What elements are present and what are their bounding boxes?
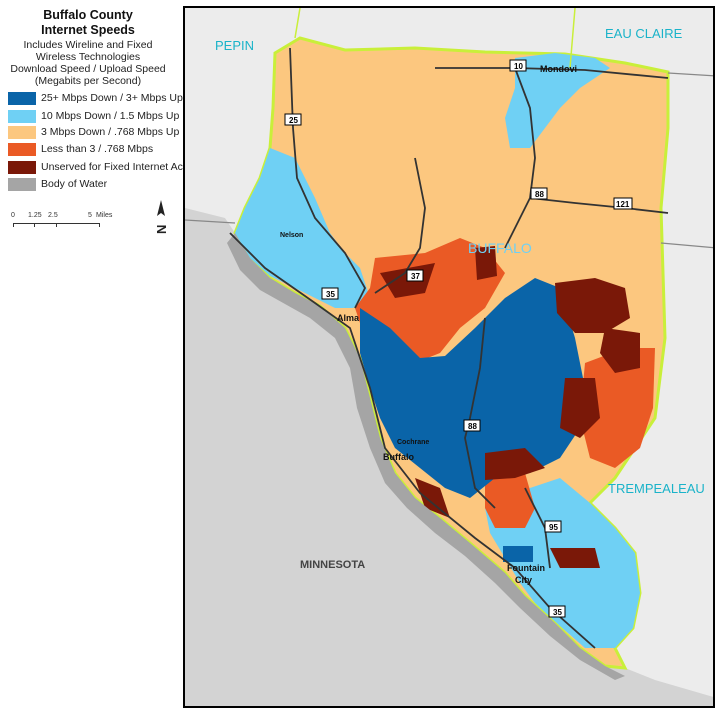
area-25plus <box>360 278 585 498</box>
county-line-pepin <box>294 8 301 39</box>
road-88-north <box>504 67 536 249</box>
area-unserved-east <box>555 278 630 333</box>
route-shield-121: 121 <box>613 197 633 210</box>
place-fountain: Fountain <box>507 563 545 573</box>
place-city: City <box>515 575 532 585</box>
scale-tick <box>34 223 35 227</box>
label-eau-claire: EAU CLAIRE <box>605 26 683 41</box>
place-cochrane: Cochrane <box>397 439 429 446</box>
scale-unit: Miles <box>96 212 113 219</box>
place-nelson: Nelson <box>280 232 303 239</box>
svg-text:35: 35 <box>326 290 335 299</box>
county-line-eau-claire <box>569 8 576 69</box>
area-unserved-buffalo <box>475 246 497 280</box>
legend-swatch <box>8 126 36 139</box>
svg-text:10: 10 <box>514 62 523 71</box>
legend-swatch <box>8 110 36 123</box>
road-outer-east <box>667 72 713 77</box>
area-lt3-south <box>485 473 535 528</box>
legend-swatch <box>8 178 36 191</box>
area-lt3-east <box>580 348 655 468</box>
svg-text:88: 88 <box>468 422 477 431</box>
route-shield-37: 37 <box>406 269 424 282</box>
route-shield-95: 95 <box>544 520 562 533</box>
scale-tick-label: 5 <box>88 212 92 219</box>
svg-text:95: 95 <box>549 523 558 532</box>
svg-text:88: 88 <box>535 190 544 199</box>
legend-label: 10 Mbps Down / 1.5 Mbps Up <box>41 110 180 122</box>
road-outer-west <box>185 219 236 224</box>
north-arrow: N <box>150 198 172 242</box>
north-label: N <box>154 225 169 234</box>
scale-tick-label: 0 <box>11 212 15 219</box>
legend-subtitle-1: Includes Wireline and Fixed <box>23 39 153 51</box>
scale-tick-label: 2.5 <box>48 212 58 219</box>
road-121 <box>529 197 669 214</box>
svg-text:25: 25 <box>289 116 298 125</box>
scale-bar: 0 1.25 2.5 5 Miles <box>10 212 120 234</box>
label-minnesota: MINNESOTA <box>300 559 365 571</box>
area-unserved-southeast <box>560 378 600 438</box>
road-25 <box>289 47 367 309</box>
legend: Buffalo County Internet Speeds Includes … <box>0 0 204 260</box>
road-35 <box>229 232 596 649</box>
place-buffalo-city: Buffalo <box>383 452 414 462</box>
legend-swatch <box>8 161 36 174</box>
route-shield-35-fountain: 35 <box>548 605 566 618</box>
road-37 <box>374 157 426 294</box>
area-unserved-south <box>485 448 545 480</box>
scale-tick <box>99 223 100 227</box>
legend-label: Body of Water <box>41 178 108 190</box>
area-10mbps-west <box>235 148 370 308</box>
mississippi-river <box>227 233 625 680</box>
svg-text:37: 37 <box>411 272 420 281</box>
scale-tick-label: 1.25 <box>28 212 42 219</box>
route-shield-88-south: 88 <box>463 419 481 432</box>
label-trempealeau: TREMPEALEAU <box>608 481 705 496</box>
legend-subtitle-4: (Megabits per Second) <box>34 75 142 87</box>
area-unserved-fountain <box>550 548 600 568</box>
route-shield-25: 25 <box>284 113 302 126</box>
place-alma: Alma <box>337 313 360 323</box>
legend-subtitle-2: Wireless Technologies <box>35 51 141 63</box>
legend-title-line2: Internet Speeds <box>41 23 135 37</box>
north-arrow-icon <box>157 200 165 216</box>
legend-label: Unserved for Fixed Internet Access <box>41 161 205 173</box>
legend-title-line1: Buffalo County <box>43 8 133 22</box>
scale-tick <box>56 223 57 227</box>
legend-label: 25+ Mbps Down / 3+ Mbps Up <box>41 92 183 104</box>
route-shield-10: 10 <box>509 59 527 72</box>
place-mondovi: Mondovi <box>540 64 577 74</box>
area-unserved-river <box>415 478 450 518</box>
legend-swatch <box>8 143 36 156</box>
svg-text:121: 121 <box>616 200 630 209</box>
road-10 <box>435 67 669 79</box>
road-outer-east2 <box>660 242 713 249</box>
minnesota-area <box>185 208 713 706</box>
label-pepin: PEPIN <box>215 38 254 53</box>
legend-swatch <box>8 92 36 105</box>
route-shield-35-alma: 35 <box>321 287 339 300</box>
map-canvas: PEPIN EAU CLAIRE BUFFALO TREMPEALEAU MIN… <box>185 8 713 706</box>
legend-subtitle-3: Download Speed / Upload Speed <box>10 63 166 75</box>
legend-label: Less than 3 / .768 Mbps <box>41 143 154 155</box>
route-shield-88-north: 88 <box>530 187 548 200</box>
map-frame: PEPIN EAU CLAIRE BUFFALO TREMPEALEAU MIN… <box>183 6 715 708</box>
area-25plus-fountain <box>503 546 533 562</box>
legend-label: 3 Mbps Down / .768 Mbps Up <box>41 126 180 138</box>
label-buffalo-county: BUFFALO <box>468 240 532 256</box>
svg-text:35: 35 <box>553 608 562 617</box>
area-unserved-east2 <box>600 328 640 373</box>
scale-tick <box>13 223 14 227</box>
